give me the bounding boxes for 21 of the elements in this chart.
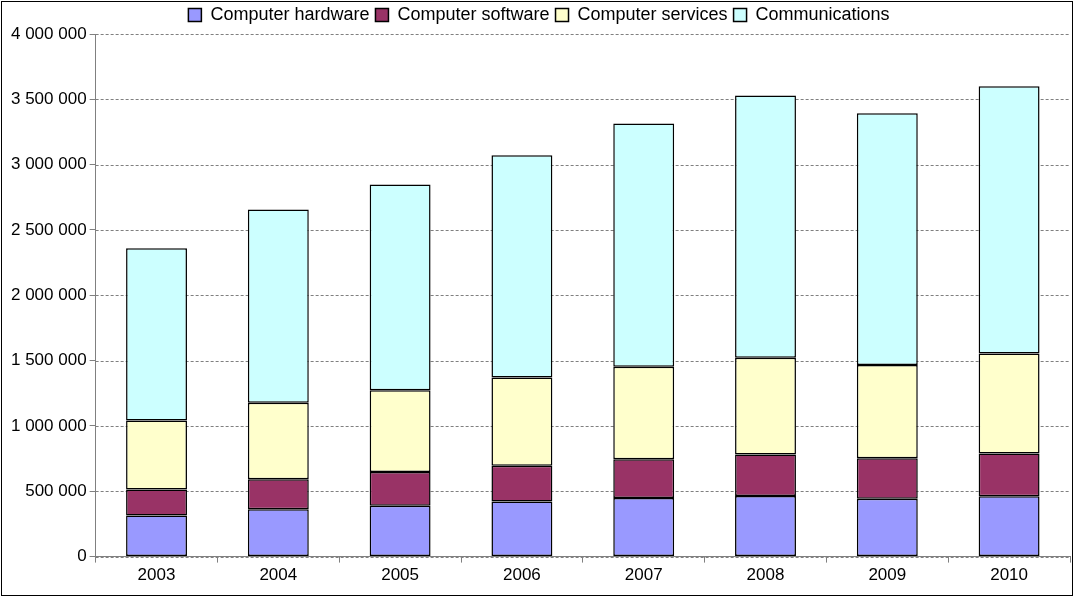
y-tick-label: 2 500 000 xyxy=(10,219,87,239)
y-tick-label: 3 000 000 xyxy=(10,154,87,174)
x-tick-label: 2006 xyxy=(503,565,541,585)
y-tick-label: 0 xyxy=(77,546,87,566)
y-tick-label: 4 000 000 xyxy=(10,23,87,43)
legend-label: Computer hardware xyxy=(210,3,370,24)
y-tick-label: 500 000 xyxy=(25,480,87,500)
x-tick-label: 2004 xyxy=(259,565,298,585)
legend-label: Communications xyxy=(755,3,890,24)
legend-label: Computer software xyxy=(397,3,550,24)
y-tick-label: 1 000 000 xyxy=(10,415,87,435)
legend-label: Computer services xyxy=(577,3,728,24)
x-tick-label: 2005 xyxy=(381,565,420,585)
y-tick-label: 2 000 000 xyxy=(10,284,87,304)
y-tick-label: 1 500 000 xyxy=(10,350,87,370)
x-tick-label: 2008 xyxy=(746,565,785,585)
x-tick-label: 2003 xyxy=(137,565,176,585)
y-tick-label: 3 500 000 xyxy=(10,89,87,109)
x-tick-label: 2009 xyxy=(868,565,907,585)
x-tick-label: 2007 xyxy=(624,565,663,585)
x-tick-label: 2010 xyxy=(990,565,1029,585)
